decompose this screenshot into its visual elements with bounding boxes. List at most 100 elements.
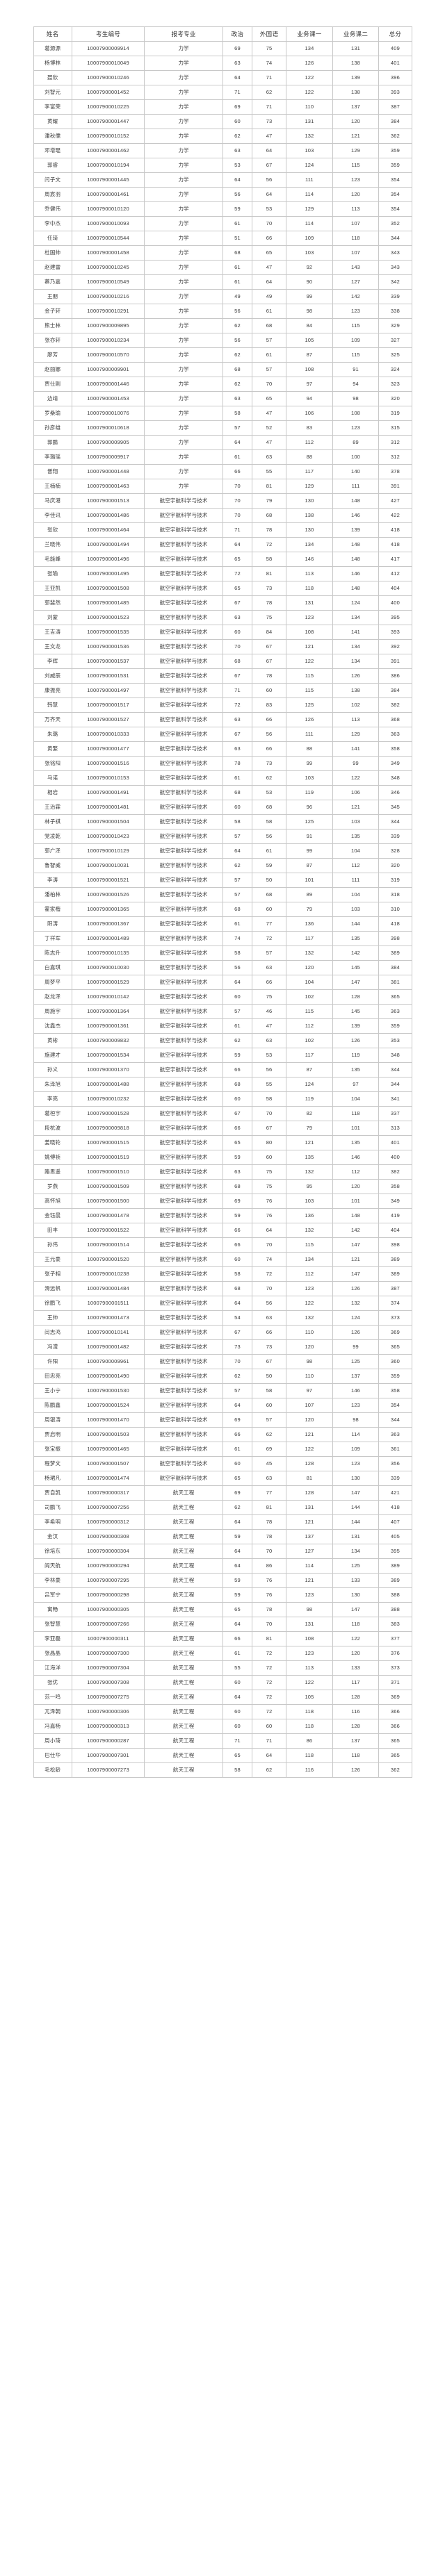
cell-politics: 62 (222, 347, 252, 363)
cell-subject-one: 110 (286, 1369, 333, 1384)
table-row: 杨珺凡 10007900001474 航空宇航科学与技术 65 63 81 130 339 (33, 1471, 412, 1486)
cell-foreign-language: 68 (251, 318, 287, 333)
cell-foreign-language: 84 (251, 625, 287, 640)
cell-candidate-id: 10007900001470 (71, 1412, 145, 1428)
cell-subject-one: 95 (286, 1179, 333, 1194)
cell-foreign-language: 76 (251, 1573, 287, 1588)
cell-foreign-language: 80 (251, 1135, 287, 1150)
table-row: 陈志升 10007900010135 航空宇航科学与技术 58 57 132 142 389 (33, 946, 412, 961)
cell-foreign-language: 63 (251, 1471, 287, 1486)
cell-name: 马诺 (33, 770, 72, 786)
cell-subject-two: 128 (332, 1719, 380, 1734)
cell-foreign-language: 72 (251, 1704, 287, 1719)
cell-major: 力学 (144, 347, 223, 363)
cell-subject-two: 128 (332, 1690, 380, 1705)
cell-subject-one: 104 (286, 975, 333, 990)
cell-politics: 57 (222, 829, 252, 844)
cell-major: 航空宇航科学与技术 (144, 975, 223, 990)
cell-foreign-language: 61 (251, 347, 287, 363)
table-row: 黄繁 10007900001477 航空宇航科学与技术 63 66 88 141 358 (33, 741, 412, 757)
cell-subject-two: 148 (332, 537, 380, 552)
cell-major: 航空宇航科学与技术 (144, 537, 223, 552)
cell-subject-two: 119 (332, 1048, 380, 1063)
cell-subject-two: 115 (332, 318, 380, 333)
cell-subject-one: 82 (286, 1106, 333, 1121)
cell-foreign-language: 77 (251, 1485, 287, 1501)
table-row: 王小宁 10007900001530 航空宇航科学与技术 57 58 97 146 358 (33, 1383, 412, 1398)
cell-major: 力学 (144, 449, 223, 465)
table-row: 李富荣 10007900010225 力学 69 71 110 137 387 (33, 99, 412, 115)
cell-subject-one: 130 (286, 493, 333, 509)
table-row: 姜晓轮 10007900001515 航空宇航科学与技术 65 80 121 135 401 (33, 1135, 412, 1150)
cell-name: 田忠亮 (33, 1369, 72, 1384)
cell-major: 航天工程 (144, 1631, 223, 1646)
cell-major: 力学 (144, 245, 223, 261)
cell-candidate-id: 10007900001511 (71, 1296, 145, 1311)
cell-subject-two: 125 (332, 1558, 380, 1574)
cell-major: 航天工程 (144, 1558, 223, 1574)
cell-subject-one: 138 (286, 508, 333, 523)
cell-candidate-id: 10007900010120 (71, 201, 145, 217)
cell-total-score: 387 (378, 99, 412, 115)
table-row: 赵丽娜 10007900009901 力学 68 57 108 91 324 (33, 362, 412, 377)
cell-subject-two: 137 (332, 99, 380, 115)
cell-subject-two: 147 (332, 1266, 380, 1282)
cell-major: 航空宇航科学与技术 (144, 610, 223, 625)
cell-major: 航空宇航科学与技术 (144, 814, 223, 829)
column-header-subject-two: 业务课二 (332, 26, 380, 42)
cell-name: 阳涛 (33, 916, 72, 932)
cell-subject-one: 122 (286, 1442, 333, 1457)
cell-subject-two: 134 (332, 610, 380, 625)
cell-subject-two: 137 (332, 1369, 380, 1384)
cell-subject-two: 147 (332, 1602, 380, 1617)
cell-major: 力学 (144, 129, 223, 144)
cell-subject-two: 138 (332, 683, 380, 698)
cell-foreign-language: 64 (251, 187, 287, 202)
table-row: 冯滢 10007900001482 航空宇航科学与技术 73 73 120 99 365 (33, 1339, 412, 1355)
cell-subject-two: 148 (332, 552, 380, 567)
cell-foreign-language: 67 (251, 639, 287, 654)
cell-total-score: 378 (378, 464, 412, 479)
cell-subject-one: 124 (286, 1077, 333, 1092)
cell-candidate-id: 10007900001488 (71, 1077, 145, 1092)
cell-name: 李中杰 (33, 216, 72, 231)
cell-major: 航空宇航科学与技术 (144, 522, 223, 538)
cell-subject-two: 125 (332, 1354, 380, 1369)
cell-subject-one: 146 (286, 552, 333, 567)
cell-name: 李亚磊 (33, 1631, 72, 1646)
cell-name: 邓增琨 (33, 143, 72, 158)
cell-total-score: 391 (378, 479, 412, 494)
cell-subject-one: 114 (286, 216, 333, 231)
cell-politics: 62 (222, 129, 252, 144)
cell-major: 航天工程 (144, 1514, 223, 1530)
cell-candidate-id: 10007900001524 (71, 1398, 145, 1413)
table-row: 相岩 10007900001491 航空宇航科学与技术 68 53 119 106 346 (33, 785, 412, 800)
cell-name: 赵建雷 (33, 260, 72, 275)
cell-subject-one: 97 (286, 1383, 333, 1398)
cell-politics: 51 (222, 231, 252, 246)
cell-total-score: 348 (378, 1048, 412, 1063)
cell-major: 航空宇航科学与技术 (144, 1048, 223, 1063)
cell-candidate-id: 10007900007295 (71, 1573, 145, 1588)
column-header-subject-one: 业务课一 (286, 26, 333, 42)
cell-foreign-language: 65 (251, 391, 287, 406)
cell-total-score: 312 (378, 449, 412, 465)
cell-subject-one: 79 (286, 902, 333, 917)
cell-foreign-language: 53 (251, 201, 287, 217)
cell-name: 任琦 (33, 231, 72, 246)
cell-total-score: 344 (378, 1412, 412, 1428)
cell-foreign-language: 68 (251, 508, 287, 523)
cell-foreign-language: 55 (251, 464, 287, 479)
cell-major: 航空宇航科学与技术 (144, 843, 223, 859)
cell-candidate-id: 10007900010333 (71, 727, 145, 742)
cell-major: 航空宇航科学与技术 (144, 1398, 223, 1413)
cell-subject-one: 98 (286, 304, 333, 319)
cell-politics: 59 (222, 1150, 252, 1165)
cell-subject-one: 128 (286, 1456, 333, 1471)
cell-subject-one: 132 (286, 1223, 333, 1238)
cell-foreign-language: 81 (251, 1631, 287, 1646)
cell-candidate-id: 10007900001477 (71, 741, 145, 757)
table-row: 林子祺 10007900001504 航空宇航科学与技术 58 58 125 103 344 (33, 814, 412, 829)
cell-foreign-language: 70 (251, 1544, 287, 1559)
cell-foreign-language: 61 (251, 304, 287, 319)
